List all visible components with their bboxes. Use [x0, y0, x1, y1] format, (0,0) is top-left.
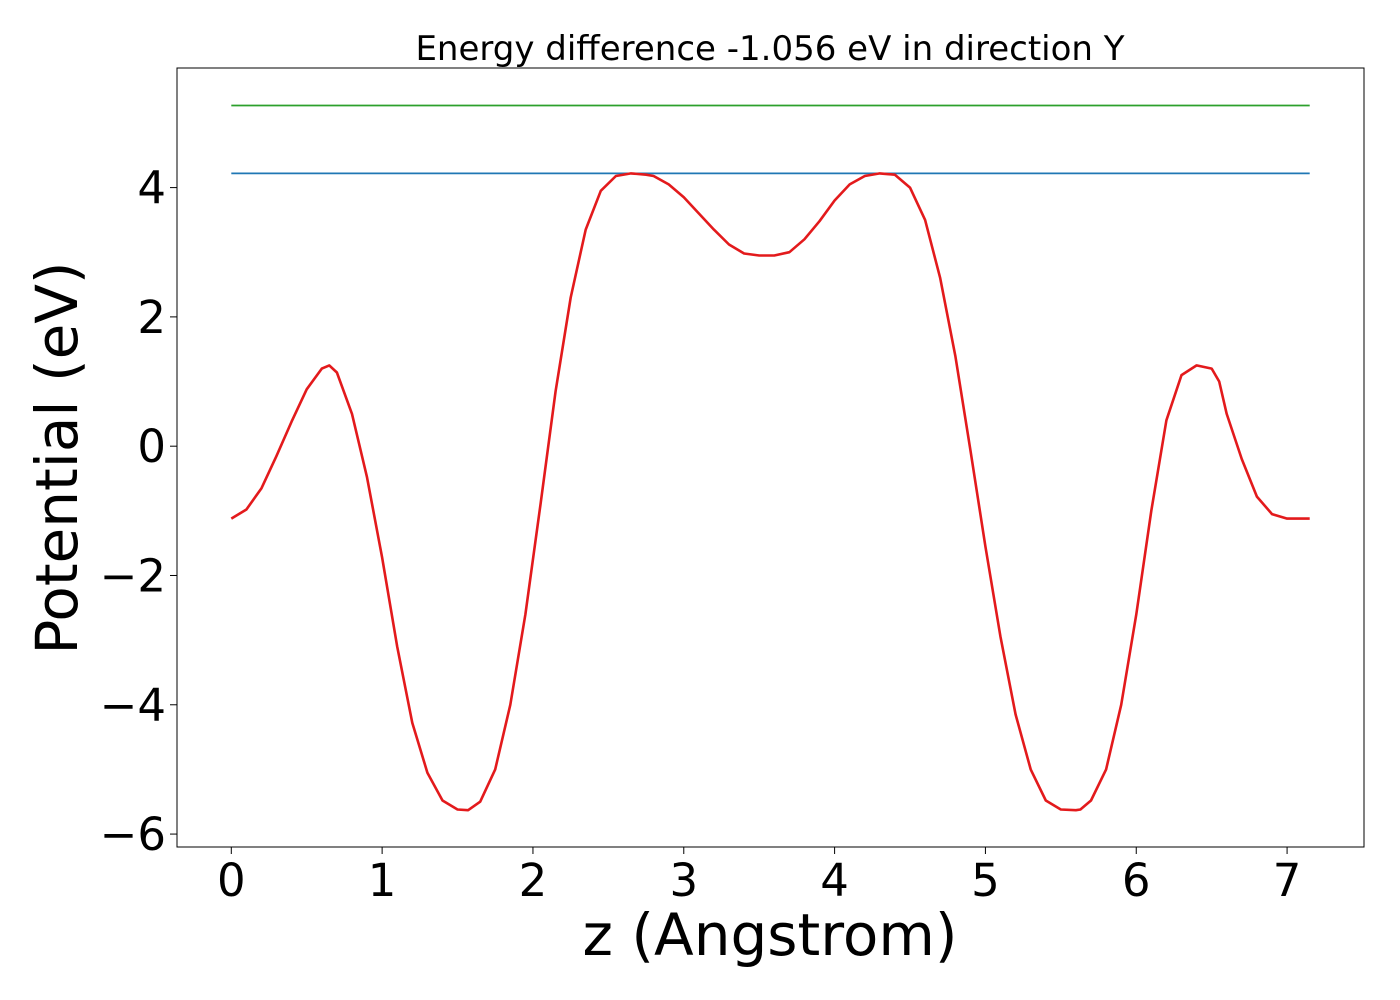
- x-tick-label: 6: [1122, 854, 1151, 907]
- x-tick-label: 4: [820, 854, 849, 907]
- x-tick-label: 7: [1273, 854, 1302, 907]
- series-line-3: [230, 172, 1310, 812]
- x-tick-label: 3: [669, 854, 698, 907]
- x-tick-label: 5: [971, 854, 1000, 907]
- y-tick-label: −6: [100, 808, 166, 861]
- y-tick-label: 0: [137, 420, 166, 473]
- y-tick-label: 4: [137, 162, 166, 215]
- y-tick-label: −2: [100, 549, 166, 602]
- x-tick-label: 2: [519, 854, 548, 907]
- y-axis: −6 −4 −2 0 2 4: [100, 162, 177, 861]
- y-axis-label: Potential (eV): [23, 261, 91, 654]
- x-axis-label: z (Angstrom): [583, 901, 958, 969]
- plot-frame: [176, 67, 1365, 848]
- y-tick-label: 2: [137, 291, 166, 344]
- x-tick-label: 1: [368, 854, 397, 907]
- y-tick-label: −4: [100, 679, 166, 732]
- x-axis: 0 1 2 3 4 5 6 7: [217, 847, 1301, 907]
- plot-lines: [230, 104, 1310, 812]
- chart-title: Energy difference -1.056 eV in direction…: [415, 29, 1124, 69]
- x-tick-label: 0: [217, 854, 246, 907]
